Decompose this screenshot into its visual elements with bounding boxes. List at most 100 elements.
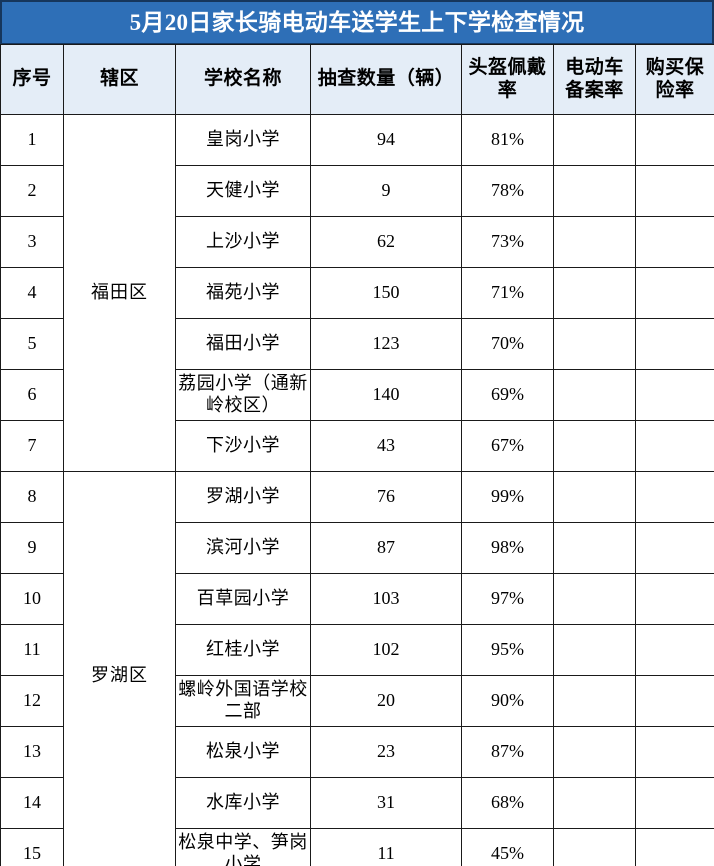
cell-insurance-rate (635, 267, 714, 319)
cell-sample-count: 150 (310, 267, 462, 319)
cell-index: 4 (0, 267, 64, 319)
cell-insurance-rate (635, 777, 714, 829)
cell-sample-count: 11 (310, 828, 462, 866)
page-title: 5月20日家长骑电动车送学生上下学检查情况 (129, 10, 585, 35)
column-header-insurance: 购买保险率 (635, 44, 714, 115)
table-body: 1 福田区 皇岗小学 94 81% 2 天健小学 9 78% 3 上沙小学 62 73% 4 福苑小学 150… (0, 114, 714, 866)
cell-sample-count: 9 (310, 165, 462, 217)
cell-insurance-rate (635, 675, 714, 727)
cell-school-name: 天健小学 (175, 165, 311, 217)
cell-insurance-rate (635, 522, 714, 574)
cell-record-rate (553, 777, 636, 829)
cell-school-name: 红桂小学 (175, 624, 311, 676)
cell-sample-count: 31 (310, 777, 462, 829)
cell-index: 2 (0, 165, 64, 217)
cell-school-name: 皇岗小学 (175, 114, 311, 166)
cell-helmet-rate: 78% (461, 165, 554, 217)
cell-insurance-rate (635, 165, 714, 217)
table-row: 10 百草园小学 103 97% (0, 573, 714, 625)
report-title-bar: 5月20日家长骑电动车送学生上下学检查情况 (0, 0, 714, 44)
cell-helmet-rate: 70% (461, 318, 554, 370)
table-row: 11 红桂小学 102 95% (0, 624, 714, 676)
cell-school-name: 百草园小学 (175, 573, 311, 625)
table-row: 5 福田小学 123 70% (0, 318, 714, 370)
cell-record-rate (553, 471, 636, 523)
cell-helmet-rate: 95% (461, 624, 554, 676)
cell-record-rate (553, 114, 636, 166)
cell-school-name: 上沙小学 (175, 216, 311, 268)
cell-helmet-rate: 67% (461, 420, 554, 472)
table-row: 12 螺岭外国语学校二部 20 90% (0, 675, 714, 727)
cell-sample-count: 76 (310, 471, 462, 523)
cell-school-name: 螺岭外国语学校二部 (175, 675, 311, 727)
cell-index: 7 (0, 420, 64, 472)
cell-school-name: 松泉小学 (175, 726, 311, 778)
cell-index: 11 (0, 624, 64, 676)
cell-index: 3 (0, 216, 64, 268)
cell-sample-count: 140 (310, 369, 462, 421)
column-header-school: 学校名称 (175, 44, 311, 115)
inspection-results-table: 序号 辖区 学校名称 抽查数量（辆） 头盔佩戴率 电动车备案率 购买保险率 1 福… (0, 44, 714, 866)
cell-record-rate (553, 369, 636, 421)
cell-insurance-rate (635, 318, 714, 370)
cell-insurance-rate (635, 726, 714, 778)
cell-sample-count: 87 (310, 522, 462, 574)
cell-record-rate (553, 522, 636, 574)
cell-helmet-rate: 69% (461, 369, 554, 421)
column-header-index: 序号 (0, 44, 64, 115)
cell-sample-count: 43 (310, 420, 462, 472)
cell-school-name: 松泉中学、笋岗小学 (175, 828, 311, 866)
table-row: 13 松泉小学 23 87% (0, 726, 714, 778)
table-row: 1 福田区 皇岗小学 94 81% (0, 114, 714, 472)
cell-index: 1 (0, 114, 64, 166)
cell-index: 10 (0, 573, 64, 625)
cell-helmet-rate: 98% (461, 522, 554, 574)
cell-school-name: 罗湖小学 (175, 471, 311, 523)
column-header-record: 电动车备案率 (553, 44, 636, 115)
cell-index: 15 (0, 828, 64, 866)
table-row: 3 上沙小学 62 73% (0, 216, 714, 268)
cell-index: 6 (0, 369, 64, 421)
table-row: 14 水库小学 31 68% (0, 777, 714, 829)
cell-insurance-rate (635, 471, 714, 523)
column-header-helmet: 头盔佩戴率 (461, 44, 554, 115)
cell-record-rate (553, 420, 636, 472)
cell-record-rate (553, 318, 636, 370)
cell-insurance-rate (635, 216, 714, 268)
column-header-count: 抽查数量（辆） (310, 44, 462, 115)
cell-insurance-rate (635, 573, 714, 625)
cell-index: 8 (0, 471, 64, 523)
cell-helmet-rate: 45% (461, 828, 554, 866)
cell-insurance-rate (635, 624, 714, 676)
cell-school-name: 福苑小学 (175, 267, 311, 319)
table-row: 9 滨河小学 87 98% (0, 522, 714, 574)
cell-insurance-rate (635, 369, 714, 421)
table-row: 15 松泉中学、笋岗小学 11 45% (0, 828, 714, 866)
cell-helmet-rate: 99% (461, 471, 554, 523)
cell-record-rate (553, 216, 636, 268)
cell-record-rate (553, 573, 636, 625)
cell-index: 14 (0, 777, 64, 829)
cell-school-name: 荔园小学（通新岭校区） (175, 369, 311, 421)
table-row: 4 福苑小学 150 71% (0, 267, 714, 319)
cell-helmet-rate: 90% (461, 675, 554, 727)
cell-record-rate (553, 726, 636, 778)
cell-index: 12 (0, 675, 64, 727)
cell-area: 罗湖区 (63, 471, 176, 866)
cell-sample-count: 103 (310, 573, 462, 625)
cell-sample-count: 23 (310, 726, 462, 778)
cell-insurance-rate (635, 828, 714, 866)
cell-record-rate (553, 828, 636, 866)
cell-school-name: 水库小学 (175, 777, 311, 829)
cell-sample-count: 62 (310, 216, 462, 268)
column-header-area: 辖区 (63, 44, 176, 115)
cell-index: 5 (0, 318, 64, 370)
cell-record-rate (553, 675, 636, 727)
cell-sample-count: 94 (310, 114, 462, 166)
cell-helmet-rate: 81% (461, 114, 554, 166)
cell-insurance-rate (635, 420, 714, 472)
table-row: 7 下沙小学 43 67% (0, 420, 714, 472)
cell-sample-count: 123 (310, 318, 462, 370)
cell-school-name: 福田小学 (175, 318, 311, 370)
